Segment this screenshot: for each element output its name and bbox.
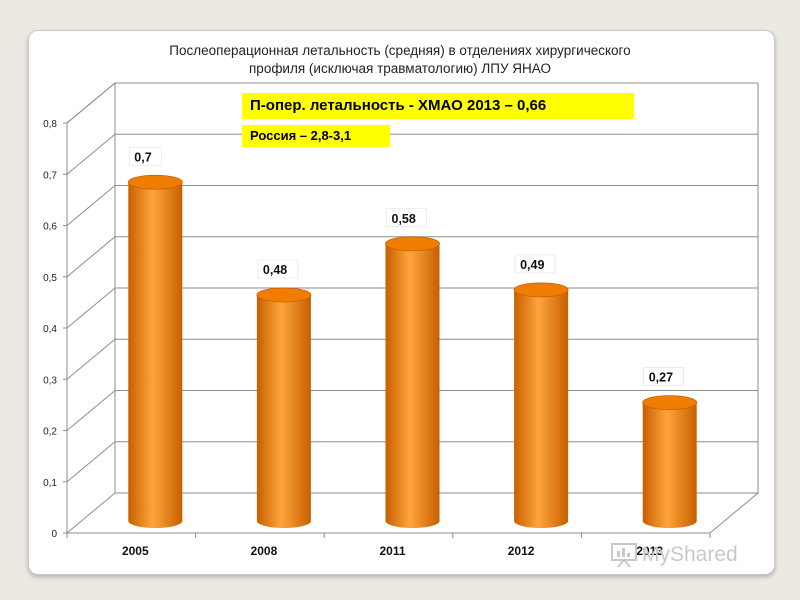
bar-2012	[513, 282, 569, 528]
y-tick-label: 0,8	[43, 119, 57, 130]
y-tick-label: 0,4	[43, 324, 57, 335]
watermark-text: MyShared	[642, 543, 738, 566]
bar-2011	[385, 236, 440, 528]
bar-top-cap	[127, 174, 183, 190]
callout-russia: Россия – 2,8-3,1	[242, 125, 390, 147]
data-label-box	[129, 146, 163, 166]
chart-title-line-2: профиля (исключая травматологию) ЛПУ ЯНА…	[249, 61, 551, 76]
bar-2005	[127, 174, 183, 528]
bar-top-cap	[385, 236, 440, 252]
y-tick-label: 0,3	[43, 375, 57, 386]
chart-title-line-1: Послеоперационная летальность (средняя) …	[169, 43, 631, 58]
y-tick-label: 0,2	[43, 427, 57, 438]
bar-top-cap	[256, 287, 312, 303]
callout-khmao-2013: П-опер. летальность - ХМАО 2013 – 0,66	[242, 93, 634, 119]
y-tick-label: 0,7	[43, 170, 57, 181]
bar-top-cap	[642, 395, 698, 411]
data-label: 0,58	[392, 212, 416, 226]
gridline	[66, 82, 758, 124]
chart-title: Послеоперационная летальность (средняя) …	[70, 42, 730, 78]
bar-2008	[256, 287, 312, 528]
x-tick-label: 2013	[636, 544, 663, 558]
x-tick-label: 2011	[379, 544, 405, 558]
data-label-box	[643, 367, 685, 386]
watermark: MyShared	[610, 540, 770, 570]
data-label-box	[514, 254, 556, 274]
y-tick-label: 0,5	[43, 273, 57, 284]
y-tick-label: 0,6	[43, 222, 57, 233]
data-label: 0,7	[134, 150, 151, 164]
gridline	[66, 133, 758, 175]
y-tick-label: 0,1	[43, 478, 57, 489]
x-tick-label: 2005	[122, 544, 149, 558]
bar-body	[128, 182, 183, 528]
gridline	[66, 185, 758, 226]
bar-top-cap	[513, 282, 569, 298]
data-label: 0,48	[263, 263, 287, 277]
y-tick-label: 0	[51, 529, 57, 540]
x-tick-label: 2012	[508, 544, 535, 558]
data-label-box	[257, 259, 299, 279]
bar-2013	[642, 395, 698, 528]
data-label: 0,49	[520, 258, 544, 272]
bar-body	[514, 289, 569, 528]
bar-body	[385, 243, 440, 528]
presentation-board-icon	[611, 543, 637, 568]
data-label-box	[386, 208, 427, 228]
x-tick-label: 2008	[251, 544, 278, 558]
bar-body	[642, 402, 697, 528]
gridline	[66, 236, 758, 278]
data-label: 0,27	[649, 371, 673, 385]
bar-body	[256, 295, 311, 528]
